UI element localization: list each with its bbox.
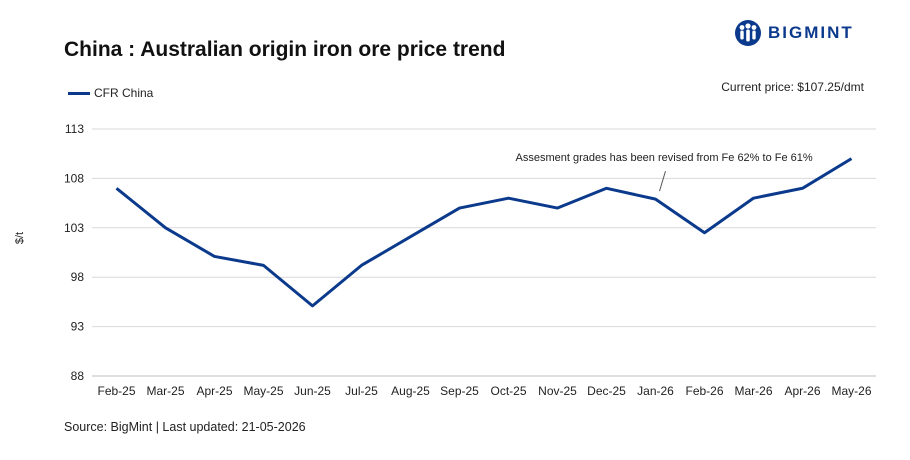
x-tick-label: Mar-25 — [146, 384, 184, 398]
x-tick-label: May-26 — [831, 384, 871, 398]
x-tick-label: Apr-26 — [784, 384, 820, 398]
annotation-text: Assesment grades has been revised from F… — [516, 152, 813, 164]
y-tick-label: 103 — [64, 221, 84, 235]
y-tick-label: 88 — [71, 369, 85, 383]
x-tick-label: Nov-25 — [538, 384, 577, 398]
y-tick-label: 108 — [64, 171, 84, 185]
current-price: Current price: $107.25/dmt — [721, 80, 864, 94]
x-tick-labels: Feb-25 Mar-25 Apr-25 May-25 Jun-25 Jul-25 Aug-… — [97, 384, 871, 398]
x-tick-label: Jan-26 — [637, 384, 674, 398]
x-tick-label: Apr-25 — [196, 384, 232, 398]
x-tick-label: Aug-25 — [391, 384, 430, 398]
x-tick-label: Jun-25 — [294, 384, 331, 398]
x-tick-label: Dec-25 — [587, 384, 626, 398]
chart-title: China : Australian origin iron ore price… — [64, 38, 506, 61]
bigmint-logo: BIGMINT — [734, 18, 854, 48]
annotations: Assesment grades has been revised from F… — [516, 152, 813, 192]
source-footer: Source: BigMint | Last updated: 21-05-20… — [64, 420, 306, 434]
x-tick-label: Oct-25 — [490, 384, 526, 398]
x-tick-label: Feb-25 — [97, 384, 135, 398]
legend: CFR China — [68, 86, 153, 100]
x-tick-label: Feb-26 — [685, 384, 723, 398]
x-tick-label: Sep-25 — [440, 384, 479, 398]
x-tick-label: May-25 — [243, 384, 283, 398]
y-tick-label: 93 — [71, 320, 85, 334]
series-line — [115, 157, 853, 308]
series-lines — [115, 157, 853, 308]
y-tick-labels: 88 93 98 103 108 113 — [64, 122, 84, 383]
annotation-leader — [659, 171, 666, 192]
x-tick-label: Mar-26 — [734, 384, 772, 398]
y-tick-label: 98 — [71, 270, 85, 284]
people-globe-icon — [735, 20, 761, 46]
gridlines — [92, 128, 876, 377]
logo-text: BIGMINT — [768, 23, 854, 42]
legend-label: CFR China — [94, 86, 154, 100]
legend-swatch — [68, 91, 90, 95]
x-tick-label: Jul-25 — [345, 384, 378, 398]
y-tick-label: 113 — [65, 122, 84, 136]
